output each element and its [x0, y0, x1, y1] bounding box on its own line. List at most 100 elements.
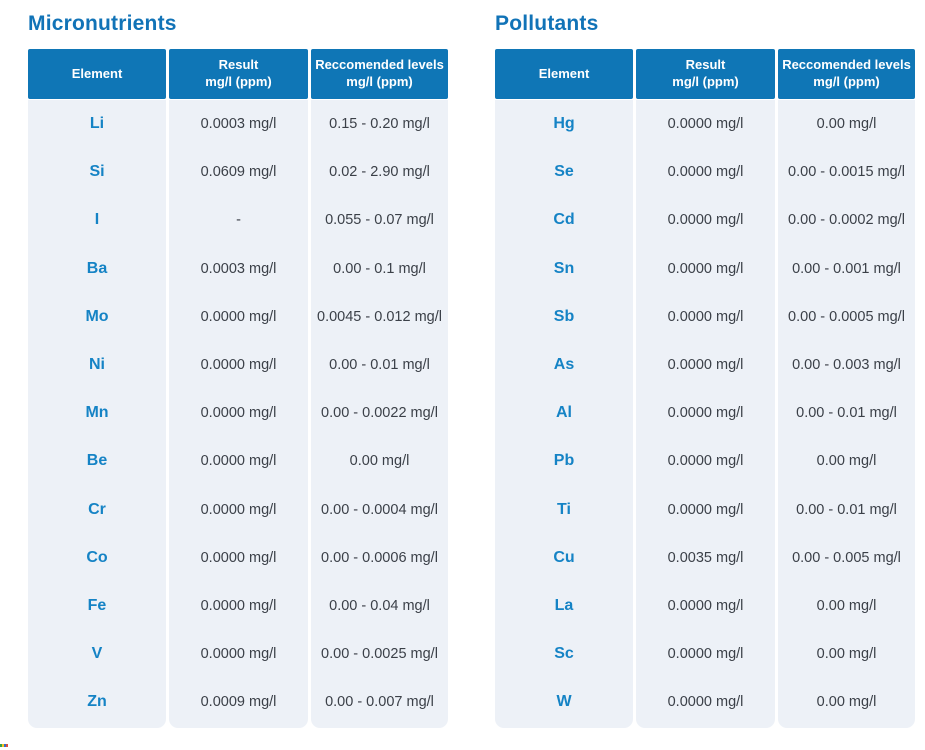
pollutants-title: Pollutants	[495, 12, 599, 35]
recommended-value: 0.00 - 0.0002 mg/l	[788, 212, 905, 229]
recommended-value: 0.00 mg/l	[349, 453, 410, 470]
column-header-result: Result mg/l (ppm)	[169, 49, 308, 99]
element-symbol: W	[556, 693, 572, 711]
element-symbol: I	[94, 211, 100, 229]
column-header-result: Result mg/l (ppm)	[636, 49, 775, 99]
result-value: 0.0000 mg/l	[200, 646, 277, 663]
table-column-recommended: Reccomended levels mg/l (ppm) 0.00 mg/l 0.0…	[778, 49, 915, 729]
pollutants-table: Pollutants Element Hg Se Cd Sn Sb As Al Pb Ti Cu La…	[495, 12, 915, 729]
element-symbol: Li	[89, 115, 105, 133]
recommended-value: 0.02 - 2.90 mg/l	[329, 164, 430, 181]
result-value: -	[236, 212, 241, 229]
pollutants-grid: Element Hg Se Cd Sn Sb As Al Pb Ti Cu La Sc W Result mg…	[495, 49, 915, 729]
result-value: 0.0000 mg/l	[667, 308, 744, 325]
recommended-value: 0.00 mg/l	[816, 694, 877, 711]
recommended-value: 0.00 - 0.0025 mg/l	[321, 646, 438, 663]
result-value: 0.0609 mg/l	[200, 164, 277, 181]
element-symbol: Cr	[88, 500, 106, 518]
result-value: 0.0000 mg/l	[667, 357, 744, 374]
element-symbol: Zn	[87, 693, 107, 711]
column-body-element: Li Si I Ba Mo Ni Mn Be Cr Co Fe V Zn	[28, 100, 166, 729]
recommended-value: 0.055 - 0.07 mg/l	[325, 212, 434, 229]
element-symbol: As	[553, 356, 575, 374]
recommended-value: 0.00 - 0.04 mg/l	[329, 597, 430, 614]
result-value: 0.0000 mg/l	[667, 646, 744, 663]
element-symbol: Co	[86, 548, 108, 566]
column-header-element: Element	[495, 49, 633, 99]
element-symbol: Sn	[553, 259, 575, 277]
element-symbol: Cu	[553, 548, 575, 566]
table-column-element: Element Li Si I Ba Mo Ni Mn Be Cr Co Fe V Zn	[28, 49, 166, 729]
result-value: 0.0009 mg/l	[200, 694, 277, 711]
micronutrients-title: Micronutrients	[28, 12, 177, 35]
table-column-recommended: Reccomended levels mg/l (ppm) 0.15 - 0.20 …	[311, 49, 448, 729]
recommended-value: 0.00 - 0.01 mg/l	[329, 357, 430, 374]
result-value: 0.0000 mg/l	[667, 164, 744, 181]
result-value: 0.0000 mg/l	[667, 116, 744, 133]
recommended-value: 0.00 mg/l	[816, 597, 877, 614]
result-value: 0.0003 mg/l	[200, 260, 277, 277]
recommended-value: 0.00 - 0.01 mg/l	[796, 501, 897, 518]
result-value: 0.0000 mg/l	[200, 308, 277, 325]
result-value: 0.0000 mg/l	[200, 453, 277, 470]
result-value: 0.0000 mg/l	[200, 549, 277, 566]
result-value: 0.0000 mg/l	[667, 453, 744, 470]
recommended-value: 0.00 mg/l	[816, 116, 877, 133]
recommended-value: 0.00 mg/l	[816, 646, 877, 663]
recommended-value: 0.00 - 0.01 mg/l	[796, 405, 897, 422]
result-value: 0.0000 mg/l	[667, 501, 744, 518]
column-body-recommended: 0.15 - 0.20 mg/l 0.02 - 2.90 mg/l 0.055 - …	[311, 100, 448, 729]
column-body-result: 0.0003 mg/l 0.0609 mg/l - 0.0003 mg/l 0.0000…	[169, 100, 308, 729]
recommended-value: 0.00 mg/l	[816, 453, 877, 470]
recommended-value: 0.15 - 0.20 mg/l	[329, 116, 430, 133]
result-value: 0.0003 mg/l	[200, 116, 277, 133]
column-header-recommended: Reccomended levels mg/l (ppm)	[778, 49, 915, 99]
micronutrients-table: Micronutrients Element Li Si I Ba Mo Ni Mn Be Cr C…	[28, 12, 448, 729]
result-value: 0.0000 mg/l	[667, 405, 744, 422]
element-symbol: Ni	[89, 356, 105, 374]
column-header-recommended: Reccomended levels mg/l (ppm)	[311, 49, 448, 99]
recommended-value: 0.00 - 0.003 mg/l	[792, 357, 901, 374]
recommended-value: 0.00 - 0.0022 mg/l	[321, 405, 438, 422]
element-symbol: Sc	[554, 645, 574, 663]
result-value: 0.0000 mg/l	[667, 212, 744, 229]
recommended-value: 0.00 - 0.005 mg/l	[792, 549, 901, 566]
column-body-element: Hg Se Cd Sn Sb As Al Pb Ti Cu La Sc W	[495, 100, 633, 729]
result-value: 0.0000 mg/l	[667, 597, 744, 614]
recommended-value: 0.00 - 0.0004 mg/l	[321, 501, 438, 518]
result-value: 0.0000 mg/l	[667, 260, 744, 277]
result-value: 0.0000 mg/l	[200, 597, 277, 614]
element-symbol: Pb	[553, 452, 575, 470]
result-value: 0.0000 mg/l	[200, 501, 277, 518]
element-symbol: Sb	[553, 307, 575, 325]
micronutrients-grid: Element Li Si I Ba Mo Ni Mn Be Cr Co Fe V Zn Result mg/…	[28, 49, 448, 729]
recommended-value: 0.00 - 0.007 mg/l	[325, 694, 434, 711]
element-symbol: Se	[554, 163, 574, 181]
recommended-value: 0.00 - 0.0005 mg/l	[788, 308, 905, 325]
result-value: 0.0000 mg/l	[667, 694, 744, 711]
element-symbol: Be	[86, 452, 108, 470]
column-body-result: 0.0000 mg/l 0.0000 mg/l 0.0000 mg/l 0.0000 …	[636, 100, 775, 729]
table-column-result: Result mg/l (ppm) 0.0003 mg/l 0.0609 mg/l -0…	[169, 49, 308, 729]
table-column-result: Result mg/l (ppm) 0.0000 mg/l 0.0000 mg/l 0.…	[636, 49, 775, 729]
result-value: 0.0000 mg/l	[200, 357, 277, 374]
element-symbol: Si	[89, 163, 105, 181]
element-symbol: Ti	[557, 500, 571, 518]
logo-fragment	[0, 744, 8, 747]
column-body-recommended: 0.00 mg/l 0.00 - 0.0015 mg/l 0.00 - 0.0002…	[778, 100, 915, 729]
recommended-value: 0.00 - 0.0015 mg/l	[788, 164, 905, 181]
element-symbol: Hg	[553, 115, 575, 133]
recommended-value: 0.00 - 0.1 mg/l	[333, 260, 426, 277]
table-column-element: Element Hg Se Cd Sn Sb As Al Pb Ti Cu La Sc W	[495, 49, 633, 729]
element-symbol: Cd	[553, 211, 575, 229]
recommended-value: 0.00 - 0.0006 mg/l	[321, 549, 438, 566]
element-symbol: Al	[556, 404, 572, 422]
element-symbol: La	[554, 596, 574, 614]
element-symbol: Fe	[87, 596, 107, 614]
recommended-value: 0.0045 - 0.012 mg/l	[317, 308, 442, 325]
element-symbol: Mn	[85, 404, 109, 422]
result-value: 0.0000 mg/l	[200, 405, 277, 422]
element-symbol: Mo	[85, 307, 109, 325]
recommended-value: 0.00 - 0.001 mg/l	[792, 260, 901, 277]
element-symbol: Ba	[86, 259, 108, 277]
